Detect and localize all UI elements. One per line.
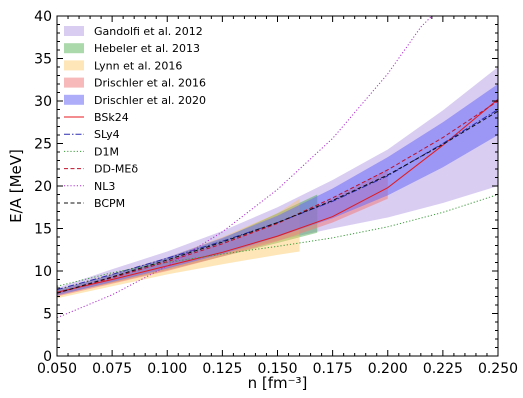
x-tick-label: 0.100 — [147, 361, 187, 377]
legend-label-drischler-et-al-2016: Drischler et al. 2016 — [94, 77, 206, 90]
legend-label-d1m: D1M — [94, 145, 119, 158]
y-tick-label: 25 — [34, 137, 52, 153]
y-tick-label: 0 — [43, 349, 52, 365]
curve-bcpm — [57, 110, 498, 294]
y-tick-label: 30 — [34, 94, 52, 110]
x-tick-label: 0.075 — [92, 361, 132, 377]
y-axis-label: E/A [MeV] — [7, 149, 25, 223]
x-tick-label: 0.150 — [257, 361, 297, 377]
y-tick-label: 15 — [34, 222, 52, 238]
x-tick-label: 0.250 — [478, 361, 518, 377]
model-curves — [57, 16, 498, 319]
legend-swatch-hebeler-et-al-2013 — [64, 43, 84, 54]
y-tick-label: 10 — [34, 264, 52, 280]
legend-swatch-gandolfi-et-al-2012 — [64, 26, 84, 36]
curve-nl3 — [57, 16, 433, 319]
legend-label-lynn-et-al-2016: Lynn et al. 2016 — [94, 59, 182, 72]
y-tick-label: 20 — [34, 179, 52, 195]
legend-swatch-drischler-et-al-2016 — [64, 77, 84, 88]
y-tick-label: 35 — [34, 52, 52, 68]
x-tick-label: 0.050 — [37, 361, 77, 377]
legend-swatch-lynn-et-al-2016 — [64, 60, 84, 71]
x-tick-label: 0.225 — [423, 361, 463, 377]
curve-d1m — [57, 194, 498, 287]
x-tick-label: 0.125 — [202, 361, 242, 377]
legend-label-drischler-et-al-2020: Drischler et al. 2020 — [94, 94, 206, 107]
legend-label-dd-me: DD-MEδ — [94, 163, 138, 176]
legend-swatch-drischler-et-al-2020 — [64, 94, 84, 105]
tick-labels: 0.050 0.075 0.100 0.125 0.150 0.175 0.200 0.225… — [34, 9, 518, 377]
legend-label-gandolfi-et-al-2012: Gandolfi et al. 2012 — [94, 25, 203, 38]
legend-label-sly4: SLy4 — [94, 128, 120, 141]
curve-bsk24 — [57, 98, 498, 293]
legend-label-bcpm: BCPM — [94, 197, 125, 210]
x-axis-label: n [fm⁻³] — [248, 374, 308, 392]
legend: Gandolfi et al. 2012 Hebeler et al. 2013 L… — [64, 25, 206, 210]
x-tick-label: 0.175 — [313, 361, 353, 377]
axis-ticks — [56, 15, 499, 357]
x-tick-label: 0.200 — [368, 361, 408, 377]
y-tick-label: 40 — [34, 9, 52, 25]
curve-dd-me — [57, 100, 498, 294]
legend-label-bsk24: BSk24 — [94, 111, 129, 124]
legend-label-hebeler-et-al-2013: Hebeler et al. 2013 — [94, 42, 200, 55]
legend-label-nl3: NL3 — [94, 180, 115, 193]
y-tick-label: 5 — [43, 307, 52, 323]
